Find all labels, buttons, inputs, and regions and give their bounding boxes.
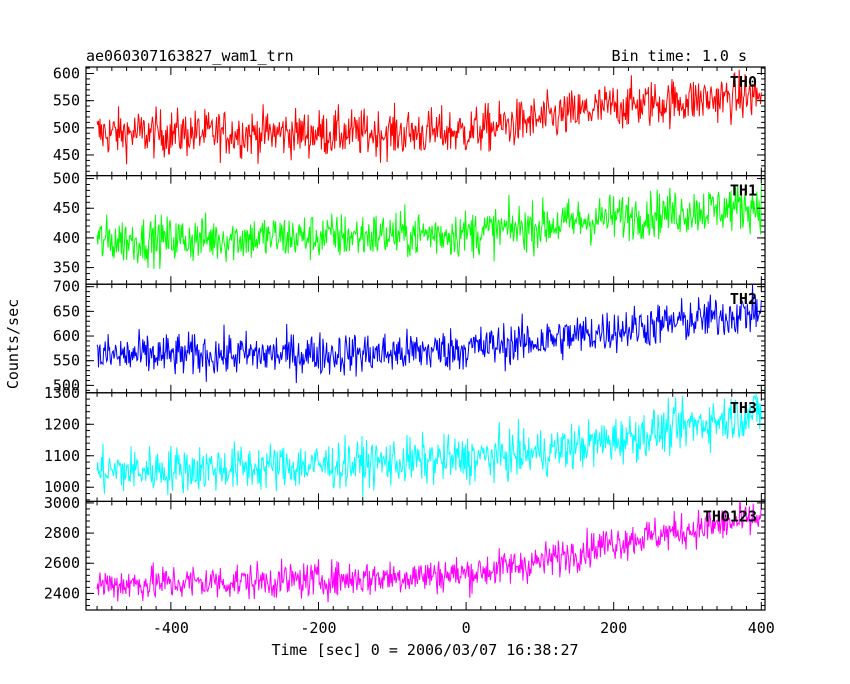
- panels-group: 450 500 550 600 TH0 350 400 450 500 TH1 500 550 600 6…: [44, 65, 766, 611]
- y-tick-label: 500: [53, 119, 80, 137]
- y-tick-label: 2800: [44, 524, 80, 542]
- x-tick-labels: -400 -200 0 200 400: [153, 619, 775, 637]
- panel-label: TH1: [730, 182, 757, 200]
- panel-label: TH0123: [703, 507, 757, 525]
- panel-label: TH3: [730, 399, 757, 417]
- x-tick-label: 0: [462, 619, 471, 637]
- series-th1: [96, 184, 762, 270]
- panel-frame: [85, 500, 766, 611]
- x-tick-label: 400: [748, 619, 775, 637]
- panel-th0123: 2400 2600 2800 3000 TH0123: [44, 494, 766, 611]
- chart-title: ae060307163827_wam1_trn: [86, 47, 294, 65]
- y-tick-label: 500: [53, 376, 80, 394]
- x-tick-label: -400: [153, 619, 189, 637]
- y-tick-label: 500: [53, 170, 80, 188]
- y-tick-label: 1100: [44, 447, 80, 465]
- series-th3: [96, 394, 762, 499]
- y-tick-label: 650: [53, 302, 80, 320]
- series-th2: [96, 284, 762, 384]
- y-tick-label: 2600: [44, 554, 80, 572]
- y-tick-label: 600: [53, 327, 80, 345]
- bin-time-label: Bin time: 1.0 s: [612, 47, 747, 65]
- y-tick-label: 450: [53, 146, 80, 164]
- x-axis-label: Time [sec] 0 = 2006/03/07 16:38:27: [271, 641, 578, 659]
- panel-th0: 450 500 550 600 TH0: [53, 65, 766, 177]
- y-tick-label: 400: [53, 229, 80, 247]
- panel-label: TH2: [730, 290, 757, 308]
- panel-label: TH0: [730, 73, 757, 91]
- y-tick-label: 550: [53, 92, 80, 110]
- y-tick-label: 1200: [44, 415, 80, 433]
- x-tick-label: 200: [600, 619, 627, 637]
- y-tick-label: 350: [53, 259, 80, 277]
- panel-th3: 1000 1100 1200 1300 TH3: [44, 384, 766, 502]
- x-tick-label: -200: [300, 619, 336, 637]
- panel-th1: 350 400 450 500 TH1: [53, 170, 766, 285]
- y-tick-label: 550: [53, 352, 80, 370]
- series-th0: [96, 69, 762, 165]
- y-tick-label: 450: [53, 199, 80, 217]
- panel-th2: 500 550 600 650 700 TH2: [53, 278, 766, 394]
- y-tick-label: 2400: [44, 584, 80, 602]
- y-tick-label: 1000: [44, 478, 80, 496]
- y-tick-label: 3000: [44, 494, 80, 512]
- series-th0123: [96, 501, 762, 603]
- y-tick-label: 600: [53, 65, 80, 83]
- y-tick-label: 700: [53, 278, 80, 296]
- y-axis-label: Counts/sec: [4, 299, 22, 389]
- y-tick-label: 1300: [44, 384, 80, 402]
